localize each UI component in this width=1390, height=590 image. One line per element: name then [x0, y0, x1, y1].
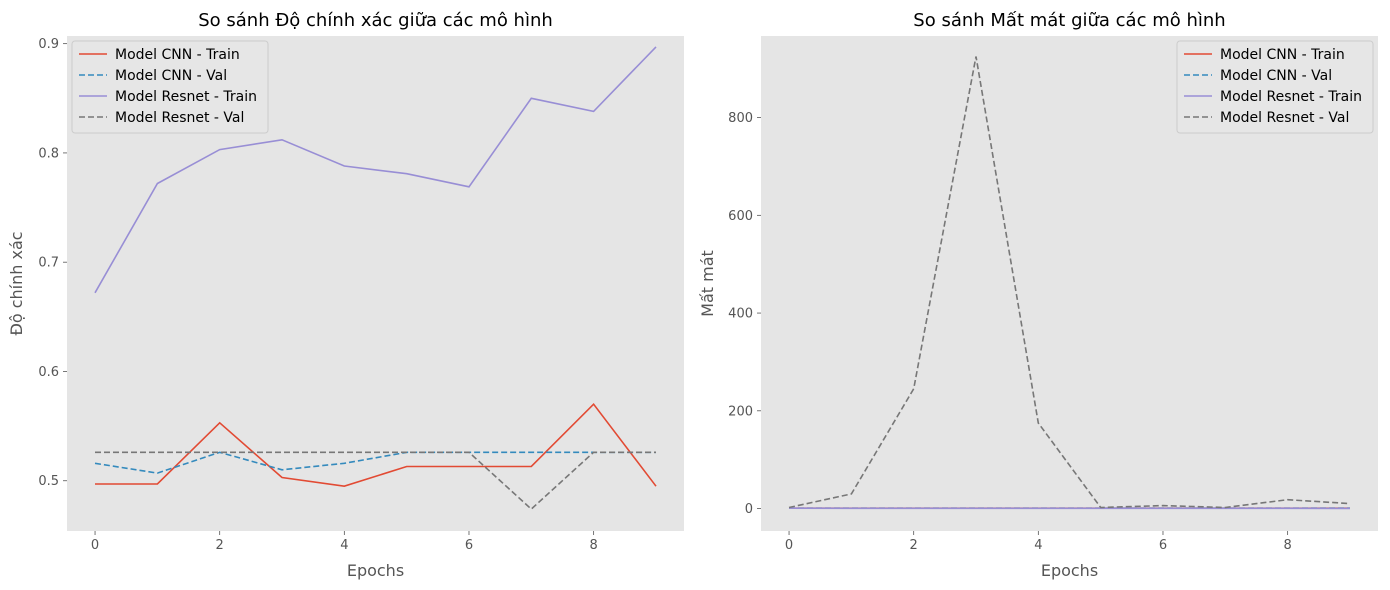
- accuracy-series-line: [95, 451, 656, 511]
- accuracy-y-tick-label: 0.6: [38, 365, 59, 380]
- accuracy-y-tick-label: 0.9: [38, 37, 59, 52]
- loss-legend-label: Model CNN - Train: [1220, 47, 1345, 63]
- accuracy-x-tick-label: 8: [589, 538, 597, 553]
- accuracy-axis-ticks: 0 2 4 6 8 0.5 0.6 0.7 0.8 0.9: [38, 37, 597, 553]
- accuracy-x-axis-label: Epochs: [347, 561, 404, 580]
- accuracy-legend-box: [71, 40, 269, 134]
- accuracy-y-axis-label: Độ chính xác: [7, 231, 26, 335]
- loss-x-tick-label: 6: [1159, 538, 1167, 553]
- accuracy-x-tick-label: 6: [465, 538, 473, 553]
- loss-legend: Model CNN - Train Model CNN - Val Model Re…: [1176, 40, 1374, 134]
- accuracy-legend-label: Model Resnet - Val: [115, 110, 244, 126]
- loss-axis-ticks: 0 2 4 6 8 0 200 400 600 800: [728, 111, 1292, 553]
- loss-y-tick-label: 600: [728, 209, 753, 224]
- accuracy-chart-title: So sánh Độ chính xác giữa các mô hình: [198, 10, 553, 31]
- loss-series-line: [788, 56, 1351, 509]
- accuracy-y-tick-label: 0.5: [38, 474, 59, 489]
- loss-legend-label: Model Resnet - Val: [1220, 110, 1349, 126]
- loss-y-tick-label: 200: [728, 404, 753, 419]
- loss-y-axis-label: Mất mát: [698, 250, 717, 317]
- loss-y-tick-label: 0: [745, 502, 753, 517]
- accuracy-legend: Model CNN - Train Model CNN - Val Model Re…: [71, 40, 269, 134]
- accuracy-series-line: [94, 46, 657, 294]
- accuracy-legend-label: Model CNN - Train: [115, 47, 240, 63]
- loss-x-axis-label: Epochs: [1041, 561, 1098, 580]
- loss-legend-label: Model CNN - Val: [1220, 68, 1332, 84]
- loss-x-tick-label: 2: [910, 538, 918, 553]
- loss-chart-title: So sánh Mất mát giữa các mô hình: [913, 10, 1225, 31]
- accuracy-x-tick-label: 2: [216, 538, 224, 553]
- accuracy-chart: So sánh Độ chính xác giữa các mô hình Ep…: [7, 10, 684, 580]
- accuracy-y-tick-label: 0.7: [38, 256, 59, 271]
- accuracy-x-tick-label: 0: [91, 538, 99, 553]
- loss-x-tick-label: 0: [785, 538, 793, 553]
- accuracy-legend-label: Model CNN - Val: [115, 68, 227, 84]
- loss-chart: So sánh Mất mát giữa các mô hình Epochs …: [698, 10, 1378, 580]
- loss-legend-label: Model Resnet - Train: [1220, 89, 1362, 105]
- loss-y-tick-label: 400: [728, 307, 753, 322]
- loss-x-tick-label: 8: [1283, 538, 1291, 553]
- accuracy-series-lines: [94, 46, 657, 511]
- accuracy-legend-label: Model Resnet - Train: [115, 89, 257, 105]
- loss-x-tick-label: 4: [1034, 538, 1042, 553]
- accuracy-y-tick-label: 0.8: [38, 146, 59, 161]
- loss-series-lines: [788, 56, 1351, 510]
- accuracy-x-tick-label: 4: [340, 538, 348, 553]
- loss-y-tick-label: 800: [728, 111, 753, 126]
- loss-legend-box: [1176, 40, 1374, 134]
- accuracy-series-line: [95, 402, 657, 488]
